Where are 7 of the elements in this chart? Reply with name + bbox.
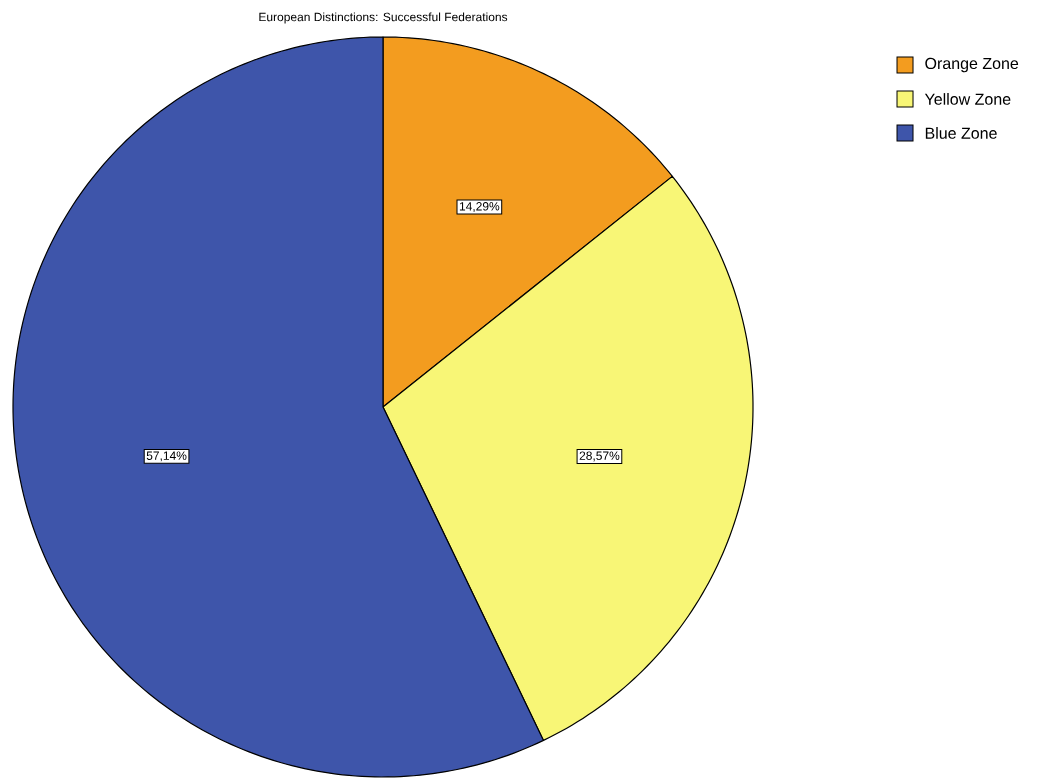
data-label: 28,57%	[579, 451, 620, 462]
data-label: 14,29%	[459, 202, 500, 212]
legend-label: Orange Zone	[925, 57, 1019, 73]
legend-label: Yellow Zone	[924, 93, 1011, 105]
legend-label: Blue Zone	[925, 127, 997, 139]
data-label: 57,14%	[146, 451, 187, 462]
chart-title: European Distinctions: Successful Federations	[259, 12, 508, 24]
